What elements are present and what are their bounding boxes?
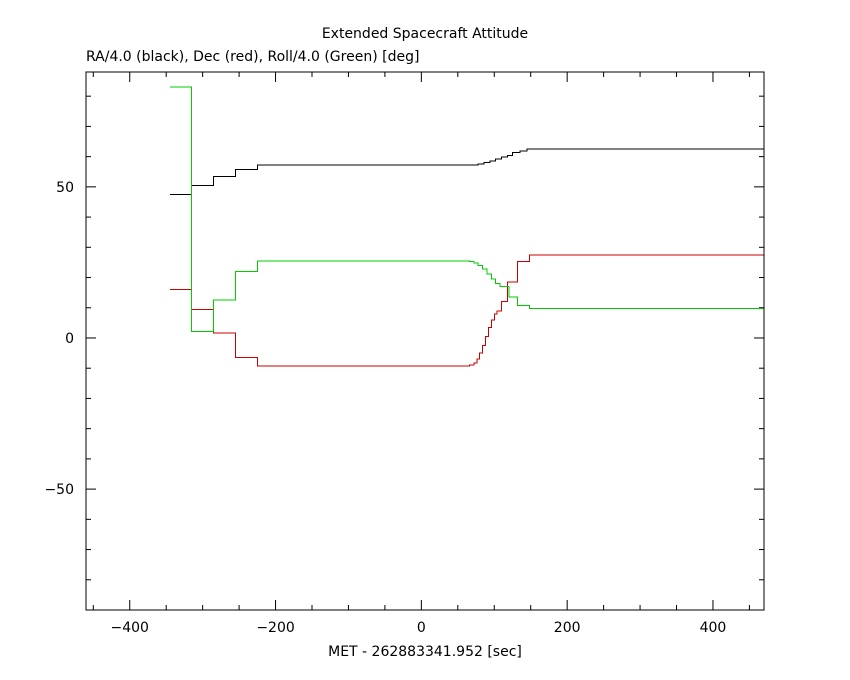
x-axis-label: MET - 262883341.952 [sec] xyxy=(328,644,522,660)
x-tick-label: −200 xyxy=(256,620,294,636)
y-tick-label: −50 xyxy=(44,482,74,498)
axis-ticks xyxy=(86,72,764,611)
series-line-2 xyxy=(169,86,764,332)
series-layer xyxy=(169,86,764,367)
x-tick-label: −400 xyxy=(111,620,149,636)
y-tick-label: 50 xyxy=(56,180,74,196)
series-line-1 xyxy=(169,254,764,367)
x-tick-label: 200 xyxy=(554,620,581,636)
series-line-0 xyxy=(169,148,764,195)
tick-labels: −400 −200 0 200 400 −50 0 50 xyxy=(44,180,726,636)
x-tick-label: 0 xyxy=(417,620,426,636)
x-tick-label: 400 xyxy=(700,620,727,636)
chart-subtitle: RA/4.0 (black), Dec (red), Roll/4.0 (Gre… xyxy=(86,49,419,65)
y-tick-label: 0 xyxy=(65,331,74,347)
plot-frame xyxy=(85,71,765,611)
chart-title: Extended Spacecraft Attitude xyxy=(322,26,528,42)
